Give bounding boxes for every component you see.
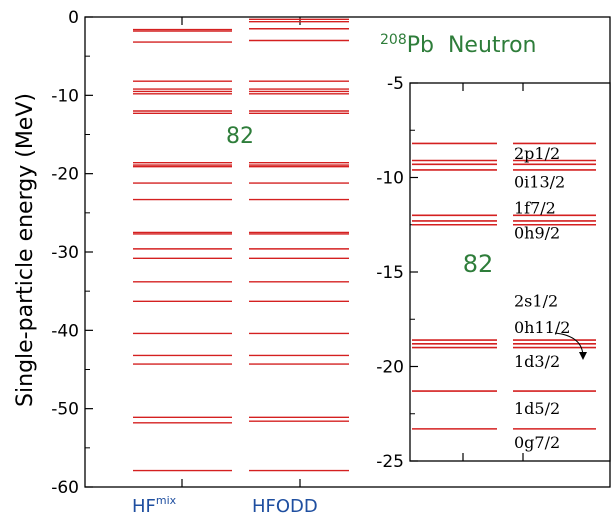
state-label-6: 1d3/2 bbox=[514, 352, 560, 371]
chart-title-main: Pb Neutron bbox=[407, 33, 537, 58]
state-label-frac-5: 11/2 bbox=[534, 318, 570, 337]
column-label-hfmix: HFmix bbox=[132, 494, 177, 517]
main-gap-label: 82 bbox=[226, 124, 254, 149]
inset-gap-label: 82 bbox=[463, 250, 494, 278]
y-tick-label-0: 0 bbox=[68, 8, 79, 28]
main-ticks: 0 -10 -20 -30 -40 -50 -60 bbox=[51, 8, 301, 498]
state-label-frac-3: 9/2 bbox=[534, 223, 560, 242]
state-label-1: 0i13/2 bbox=[514, 172, 565, 191]
inset-y-tick-label-3: -20 bbox=[376, 358, 404, 378]
state-label-4: 2s1/2 bbox=[514, 291, 558, 310]
state-label-main-2: 1f bbox=[514, 199, 531, 218]
state-label-0: 2p1/2 bbox=[514, 144, 560, 163]
column-label-hfodd: HFODD bbox=[252, 496, 318, 517]
state-label-frac-7: 5/2 bbox=[534, 399, 560, 418]
column-label-hfmix-sup: mix bbox=[156, 494, 177, 507]
state-label-2: 1f7/2 bbox=[514, 199, 556, 218]
state-label-main-1: 0i bbox=[514, 172, 529, 191]
state-label-main-7: 1d bbox=[514, 399, 534, 418]
state-label-5: 0h11/2 bbox=[514, 318, 570, 337]
state-label-3: 0h9/2 bbox=[514, 223, 560, 242]
inset-y-tick-label-1: -10 bbox=[376, 169, 404, 189]
inset-state-labels: 2p1/20i13/21f7/20h9/22s1/20h11/21d3/21d5… bbox=[514, 144, 570, 452]
column-label-hfmix-main: HF bbox=[132, 496, 156, 517]
inset-y-tick-label-2: -15 bbox=[376, 263, 404, 283]
state-label-7: 1d5/2 bbox=[514, 399, 560, 418]
state-label-frac-1: 13/2 bbox=[529, 172, 565, 191]
y-tick-label-3: -30 bbox=[51, 243, 79, 263]
inset-y-tick-label-4: -25 bbox=[376, 452, 404, 472]
chart-title-sup: 208 bbox=[380, 32, 407, 48]
y-tick-label-4: -40 bbox=[51, 321, 79, 341]
inset-ticks: -5 -10 -15 -20 -25 bbox=[376, 74, 524, 472]
state-label-main-3: 0h bbox=[514, 223, 534, 242]
state-label-main-8: 0g bbox=[514, 433, 534, 452]
y-tick-label-5: -50 bbox=[51, 400, 79, 420]
y-axis-label: Single-particle energy (MeV) bbox=[13, 93, 38, 407]
main-levels bbox=[133, 18, 349, 472]
y-tick-label-6: -60 bbox=[51, 478, 79, 498]
state-label-main-6: 1d bbox=[514, 352, 534, 371]
inset-levels bbox=[412, 142, 596, 430]
state-label-frac-4: 1/2 bbox=[532, 291, 558, 310]
state-label-main-0: 2p bbox=[514, 144, 534, 163]
state-label-frac-0: 1/2 bbox=[534, 144, 560, 163]
state-label-frac-2: 7/2 bbox=[530, 199, 556, 218]
inset-y-tick-label-0: -5 bbox=[387, 74, 404, 94]
state-label-main-5: 0h bbox=[514, 318, 534, 337]
y-tick-label-2: -20 bbox=[51, 165, 79, 185]
chart-title: 208Pb Neutron bbox=[380, 32, 536, 58]
y-tick-label-1: -10 bbox=[51, 86, 79, 106]
inset-plot-frame bbox=[409, 82, 611, 462]
state-label-frac-6: 3/2 bbox=[534, 352, 560, 371]
state-arrow-head bbox=[579, 352, 587, 360]
state-label-8: 0g7/2 bbox=[514, 433, 560, 452]
state-label-main-4: 2s bbox=[514, 291, 532, 310]
state-label-frac-8: 7/2 bbox=[534, 433, 560, 452]
